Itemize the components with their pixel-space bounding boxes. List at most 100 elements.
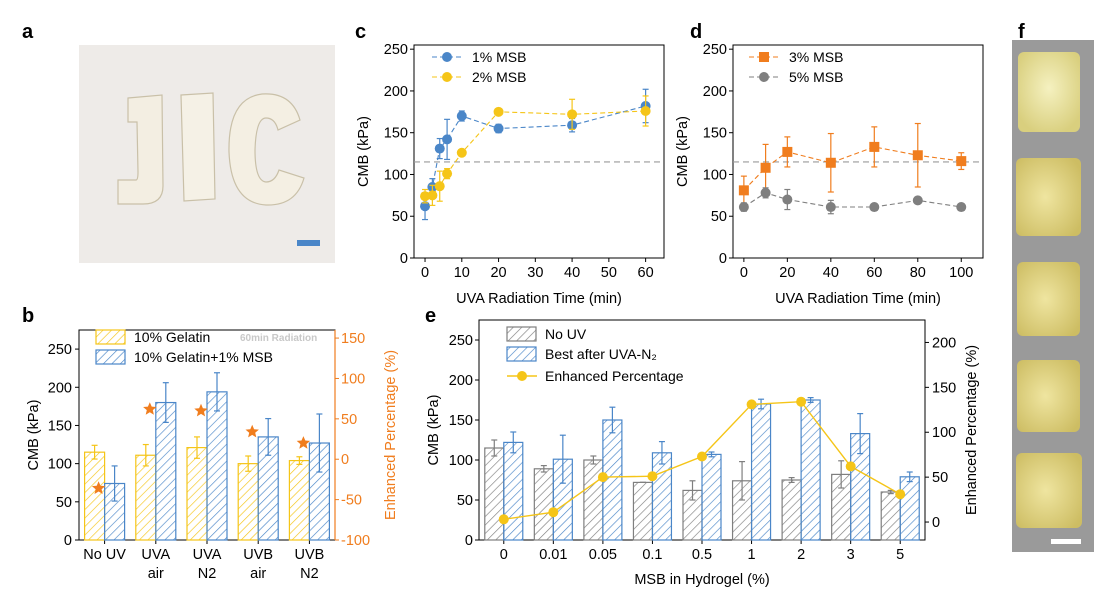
panel-letter-f: f xyxy=(1018,21,1025,43)
bar-no-uv xyxy=(533,468,554,541)
x-tick-label: 60 xyxy=(638,265,654,281)
legend-label: 2% MSB xyxy=(472,69,526,85)
bar-no-uv xyxy=(632,481,654,541)
data-point xyxy=(760,187,771,198)
y-tick-label: 100 xyxy=(48,457,72,473)
bar-best-uva-n2 xyxy=(651,452,673,541)
x-tick-label: 2 xyxy=(797,547,805,563)
legend-label-enhanced: Enhanced Percentage xyxy=(545,368,684,384)
data-point xyxy=(760,162,771,173)
legend-marker xyxy=(759,52,769,62)
y2-tick-label: -100 xyxy=(341,533,370,549)
legend-swatch-no-uv xyxy=(506,326,537,342)
letter-c-shape xyxy=(228,93,305,206)
y2-tick-label: 50 xyxy=(932,470,948,486)
x-tick-label: 40 xyxy=(823,265,839,281)
data-point xyxy=(567,109,578,120)
data-point xyxy=(442,168,453,179)
y-tick-label: 50 xyxy=(711,209,727,225)
data-point xyxy=(956,202,967,213)
chart-b: 0 50 100 150 200 250 -100 -50 0 50 100 150 CMB (kPa)… xyxy=(26,329,399,582)
bar-no-uv xyxy=(880,491,901,541)
data-point xyxy=(640,105,651,116)
panel-letter-b: b xyxy=(22,305,34,327)
y-tick-label: 100 xyxy=(449,453,473,469)
legend-swatch-gelatin-msb xyxy=(95,349,126,365)
y2-tick-label: 0 xyxy=(932,515,940,531)
annotation-60min: 60min Radiation xyxy=(240,333,317,344)
y-tick-label: 200 xyxy=(703,84,727,100)
data-point xyxy=(738,185,749,196)
legend-label-gelatin-msb: 10% Gelatin+1% MSB xyxy=(134,349,273,365)
data-point xyxy=(869,202,880,213)
data-point xyxy=(434,181,445,192)
y2-tick-label: 100 xyxy=(341,371,365,387)
y-tick-label: 150 xyxy=(384,126,408,142)
bar-best-uva-n2 xyxy=(899,476,920,541)
y-tick-label: 150 xyxy=(703,126,727,142)
enhanced-star xyxy=(91,481,106,494)
bar-gelatin xyxy=(237,463,259,541)
x-tick-label: 20 xyxy=(779,265,795,281)
bar-no-uv xyxy=(484,447,505,541)
x-tick-label: 60 xyxy=(866,265,882,281)
bar-gelatin-msb xyxy=(206,391,228,541)
y-tick-label: 50 xyxy=(392,209,408,225)
panel-letter-e: e xyxy=(425,305,436,327)
x-tick-label: 0.01 xyxy=(539,547,567,563)
y2-tick-label: 100 xyxy=(932,425,956,441)
x-tick-label: N2 xyxy=(198,566,217,582)
enhanced-percentage-point xyxy=(746,399,757,410)
x-tick-label: 50 xyxy=(601,265,617,281)
y-tick-label: 250 xyxy=(703,42,727,58)
letter-j-shape xyxy=(117,94,164,205)
panel-letter-a: a xyxy=(22,21,34,43)
x-tick-label: 30 xyxy=(527,265,543,281)
x-tick-label: 0 xyxy=(421,265,429,281)
bar-no-uv xyxy=(583,459,604,541)
legend-marker xyxy=(442,72,452,82)
gel-cube xyxy=(1018,52,1080,132)
y-tick-label: 50 xyxy=(457,493,473,509)
y-tick-label: 200 xyxy=(384,84,408,100)
y-tick-label: 50 xyxy=(56,495,72,511)
legend-swatch-best-uva-n2 xyxy=(506,346,537,362)
data-point xyxy=(825,157,836,168)
bar-gelatin xyxy=(186,447,208,541)
x-axis-label: UVA Radiation Time (min) xyxy=(456,291,622,307)
data-point xyxy=(434,143,445,154)
legend-label-best-uva-n2: Best after UVA-N₂ xyxy=(545,346,657,362)
data-point xyxy=(427,190,438,201)
y-tick-label: 0 xyxy=(465,533,473,549)
data-point xyxy=(420,191,431,202)
enhanced-percentage-point xyxy=(597,472,608,483)
data-point xyxy=(869,141,880,152)
x-tick-label: No UV xyxy=(83,547,126,563)
series-line-0 xyxy=(424,105,646,207)
legend-marker xyxy=(442,52,452,62)
x-tick-label: 0.5 xyxy=(692,547,712,563)
enhanced-star xyxy=(245,424,259,438)
series-line-1 xyxy=(743,192,962,208)
y-axis-label: CMB (kPa) xyxy=(26,400,42,471)
y-tick-label: 0 xyxy=(400,251,408,267)
gel-cube xyxy=(1016,158,1081,236)
bar-gelatin-msb xyxy=(155,401,177,541)
bar-gelatin xyxy=(135,454,157,541)
scale-bar xyxy=(297,240,320,246)
x-tick-label: UVB xyxy=(243,547,273,563)
gel-cube xyxy=(1017,262,1080,336)
data-point xyxy=(493,106,504,117)
x-tick-label: 40 xyxy=(564,265,580,281)
data-point xyxy=(493,123,504,134)
enhanced-star xyxy=(143,402,157,415)
data-point xyxy=(912,195,923,206)
y-tick-label: 0 xyxy=(64,533,72,549)
bar-best-uva-n2 xyxy=(750,403,772,541)
panel-letter-c: c xyxy=(355,21,366,43)
x-tick-label: UVA xyxy=(141,547,170,563)
x-tick-label: 0.1 xyxy=(642,547,662,563)
legend-marker xyxy=(759,72,769,82)
bar-no-uv xyxy=(781,479,802,541)
